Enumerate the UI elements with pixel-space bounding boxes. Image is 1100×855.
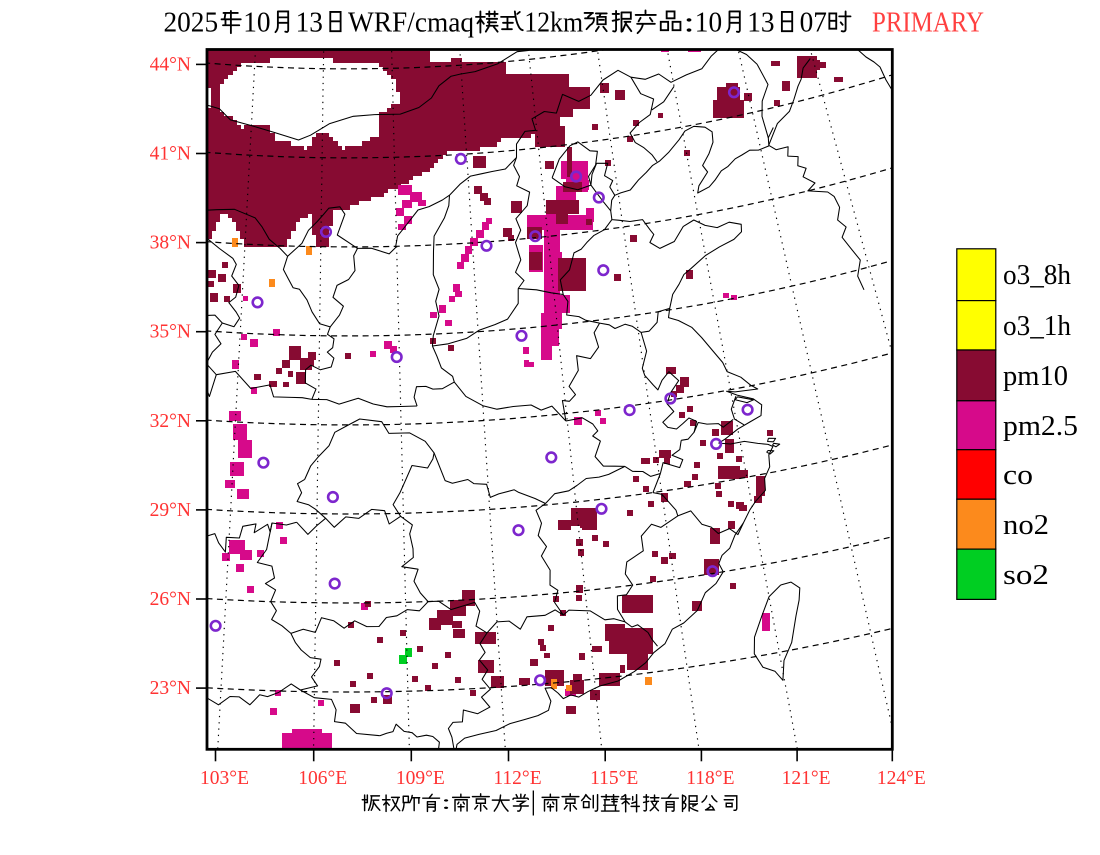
svg-text:106°E: 106°E — [298, 768, 347, 789]
svg-text:109°E: 109°E — [396, 768, 445, 789]
svg-text:38°N: 38°N — [150, 233, 191, 254]
svg-text:29°N: 29°N — [150, 500, 191, 521]
svg-text:35°N: 35°N — [150, 322, 191, 343]
svg-text:26°N: 26°N — [150, 589, 191, 610]
svg-text:124°E: 124°E — [877, 768, 926, 789]
svg-text:PRIMARY: PRIMARY — [872, 7, 984, 39]
svg-text::: : — [683, 7, 694, 39]
svg-text:no2: no2 — [1003, 510, 1049, 541]
svg-text:32°N: 32°N — [150, 411, 191, 432]
svg-text:115°E: 115°E — [590, 768, 638, 789]
svg-text:13: 13 — [296, 7, 323, 39]
svg-text:2025: 2025 — [164, 7, 219, 39]
svg-text::: : — [441, 792, 451, 814]
svg-text:121°E: 121°E — [782, 768, 831, 789]
svg-text:103°E: 103°E — [200, 768, 249, 789]
svg-text:44°N: 44°N — [150, 54, 191, 75]
svg-text:13: 13 — [747, 7, 774, 39]
svg-text:12km: 12km — [524, 7, 583, 39]
svg-text:|: | — [531, 786, 536, 816]
svg-text:pm2.5: pm2.5 — [1003, 411, 1078, 442]
svg-text:112°E: 112°E — [493, 768, 541, 789]
svg-text:41°N: 41°N — [150, 144, 191, 165]
svg-text:o3_1h: o3_1h — [1003, 311, 1071, 342]
svg-text:07: 07 — [800, 7, 827, 39]
svg-text:10: 10 — [695, 7, 722, 39]
svg-text:so2: so2 — [1003, 560, 1049, 591]
svg-text:WRF/cmaq: WRF/cmaq — [348, 7, 474, 39]
svg-text:co: co — [1003, 460, 1033, 491]
svg-text:118°E: 118°E — [686, 768, 734, 789]
svg-text:23°N: 23°N — [150, 678, 191, 699]
svg-text:10: 10 — [243, 7, 270, 39]
svg-text:o3_8h: o3_8h — [1003, 260, 1071, 291]
svg-text:pm10: pm10 — [1003, 361, 1068, 392]
